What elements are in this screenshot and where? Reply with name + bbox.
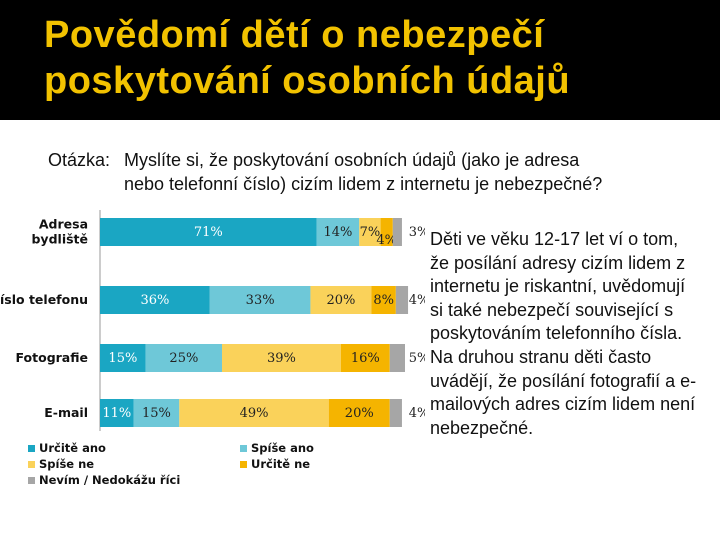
bar-segment (340, 344, 390, 372)
bar-segment (100, 218, 317, 246)
category-label: Fotografie (16, 350, 88, 365)
legend-entry: Spíše ne (39, 457, 94, 471)
category-label-line: Fotografie (16, 350, 88, 365)
data-label: 39% (267, 351, 296, 366)
category-label-line: Adresa (39, 217, 88, 232)
data-label: 15% (108, 351, 137, 366)
data-label: 8% (373, 293, 394, 308)
data-label: 4% (409, 406, 425, 421)
category-label: E-mail (44, 405, 88, 420)
side-commentary: Děti ve věku 12-17 let ví o tom, že posí… (430, 229, 697, 438)
bar-segment (310, 286, 372, 314)
legend-entry: Určitě ne (251, 457, 310, 471)
bar-segment (222, 344, 341, 372)
data-label: 5% (409, 351, 425, 366)
bar-segment (209, 286, 311, 314)
legend-entry: Určitě ano (39, 441, 106, 455)
category-label-line: bydliště (31, 232, 88, 247)
question-text: Otázka: Myslíte si, že poskytování osobní… (48, 148, 698, 196)
data-label: 71% (194, 225, 223, 240)
category-label-line: Číslo telefonu (0, 292, 88, 307)
data-label: 14% (323, 225, 352, 240)
question-line-1: Myslíte si, že poskytování osobních údaj… (124, 150, 580, 170)
bar-segment (389, 344, 405, 372)
data-label: 33% (246, 293, 275, 308)
legend-swatch (240, 461, 247, 468)
bar-segment (359, 218, 381, 246)
legend-swatch (240, 445, 247, 452)
bar-segment (389, 399, 402, 427)
data-label: 49% (240, 406, 269, 421)
bar-segment (395, 286, 409, 314)
bar-segment (100, 286, 210, 314)
category-label-line: E-mail (44, 405, 88, 420)
question-line-2: nebo telefonní číslo) cizím lidem z inte… (124, 174, 603, 194)
bar-segment (316, 218, 360, 246)
legend-swatch (28, 445, 35, 452)
bar-segment (100, 399, 134, 427)
bar-segment (371, 286, 396, 314)
bar-segment (133, 399, 180, 427)
data-label: 15% (142, 406, 171, 421)
category-label: Adresa bydliště (31, 217, 88, 247)
data-label: 11% (102, 406, 131, 421)
data-label: 4% (409, 293, 425, 308)
category-label: Číslo telefonu (0, 292, 88, 307)
data-label: 20% (326, 293, 355, 308)
bar-segment (179, 399, 329, 427)
bar-segment (328, 399, 390, 427)
data-label: 7% (360, 225, 381, 240)
data-label: 20% (345, 406, 374, 421)
title-bar: Povědomí dětí o nebezpečí poskytování os… (0, 0, 720, 120)
data-label: 3% (409, 225, 425, 240)
bar-segment (380, 218, 393, 246)
data-label: 36% (140, 293, 169, 308)
legend-swatch (28, 461, 35, 468)
legend-entry: Nevím / Nedokážu říci (39, 473, 180, 487)
question-label: Otázka: (48, 150, 111, 170)
legend-swatch (28, 477, 35, 484)
data-label: 16% (351, 351, 380, 366)
data-label: 25% (169, 351, 198, 366)
bar-segment (100, 344, 146, 372)
page-title: Povědomí dětí o nebezpečí poskytování os… (44, 14, 571, 102)
legend-entry: Spíše ano (251, 441, 314, 455)
bar-segment (392, 218, 402, 246)
data-label: 4% (376, 233, 397, 248)
bar-segment (145, 344, 222, 372)
